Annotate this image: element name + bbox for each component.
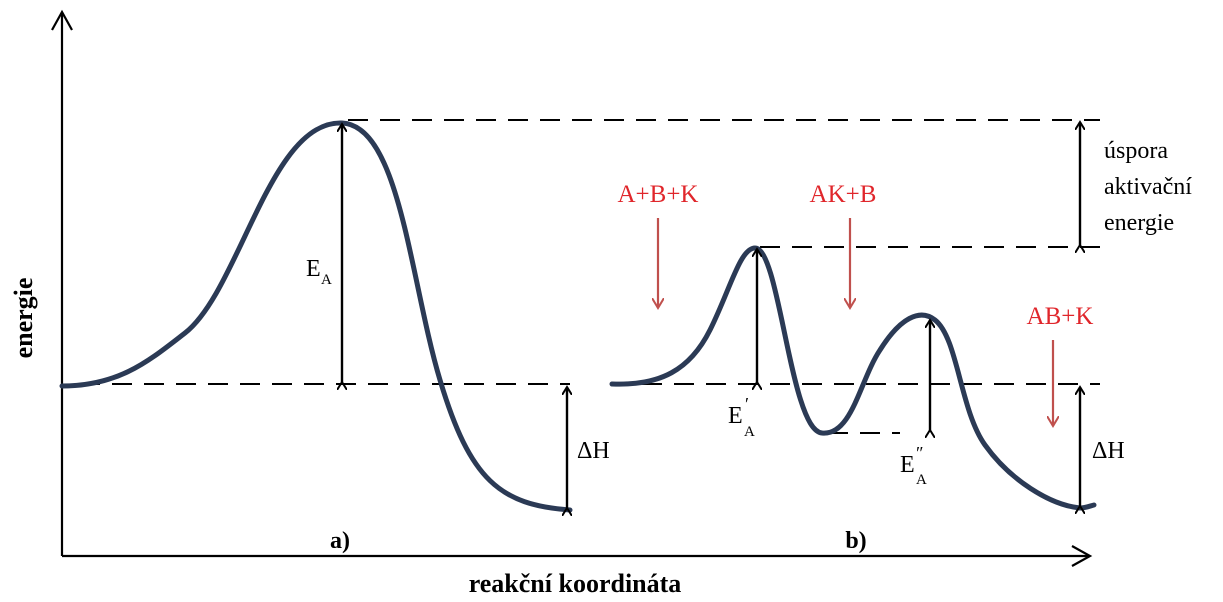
- savings-label-1: úspora: [1104, 138, 1168, 164]
- ea-label: E A: [306, 256, 332, 288]
- y-axis-arrowhead: [51, 9, 73, 31]
- dh-label-a: ΔH: [577, 438, 610, 464]
- svg-text:A: A: [744, 424, 755, 440]
- x-axis-label: reakční koordináta: [469, 569, 682, 598]
- svg-text:E: E: [306, 256, 321, 282]
- ea2-label: E ″ A: [900, 443, 927, 488]
- reactants-label: A+B+K: [618, 181, 699, 208]
- dh-label-b: ΔH: [1092, 438, 1125, 464]
- svg-text:A: A: [916, 472, 927, 488]
- catalyzed-curve: [609, 245, 1097, 511]
- uncatalyzed-curve: [59, 120, 573, 513]
- savings-label-2: aktivační: [1104, 174, 1192, 200]
- svg-text:E: E: [728, 403, 743, 429]
- ea1-label: E ′ A: [728, 394, 755, 440]
- svg-text:″: ″: [916, 443, 924, 463]
- y-axis-label: energie: [9, 278, 38, 359]
- panel-a-label: a): [330, 528, 350, 554]
- svg-text:A: A: [321, 272, 332, 288]
- panel-b-label: b): [845, 528, 866, 554]
- svg-text:′: ′: [745, 394, 749, 414]
- products-label: AB+K: [1027, 303, 1094, 330]
- savings-label-3: energie: [1104, 210, 1174, 236]
- svg-text:E: E: [900, 452, 915, 478]
- intermediate-label: AK+B: [810, 181, 877, 208]
- x-axis-arrowhead: [1071, 545, 1093, 567]
